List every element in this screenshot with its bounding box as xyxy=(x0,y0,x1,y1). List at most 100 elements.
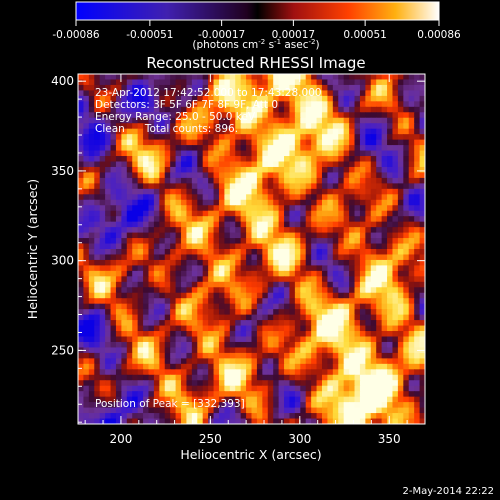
heatmap-cell xyxy=(115,128,122,135)
heatmap-cell xyxy=(305,243,312,250)
heatmap-cell xyxy=(273,210,280,217)
heatmap-cell xyxy=(94,249,101,256)
heatmap-cell xyxy=(181,205,188,212)
heatmap-cell xyxy=(414,134,421,141)
heatmap-cell xyxy=(115,139,122,146)
heatmap-cell xyxy=(202,341,209,349)
heatmap-cell xyxy=(246,194,253,201)
heatmap-cell xyxy=(235,188,242,195)
heatmap-cell xyxy=(349,117,356,124)
heatmap-cell xyxy=(175,352,182,359)
heatmap-cell xyxy=(148,227,155,234)
heatmap-cell xyxy=(251,90,258,97)
heatmap-cell xyxy=(365,84,372,92)
heatmap-cell xyxy=(294,380,301,387)
heatmap-cell xyxy=(132,172,139,179)
heatmap-cell xyxy=(213,254,220,261)
heatmap-cell xyxy=(143,90,150,97)
heatmap-cell xyxy=(181,385,188,392)
heatmap-cell xyxy=(359,205,366,212)
heatmap-cell xyxy=(414,402,421,409)
heatmap-cell xyxy=(419,380,425,387)
heatmap-cell xyxy=(397,265,404,272)
heatmap-cell xyxy=(105,385,112,392)
heatmap-cell xyxy=(365,227,372,234)
heatmap-cell xyxy=(148,418,155,424)
heatmap-cell xyxy=(305,358,312,365)
heatmap-cell xyxy=(99,347,106,354)
heatmap-cell xyxy=(208,309,215,316)
heatmap-cell xyxy=(349,309,356,316)
heatmap-cell xyxy=(408,407,415,414)
heatmap-cell xyxy=(273,145,280,152)
heatmap-cell xyxy=(99,309,106,316)
heatmap-cell xyxy=(115,385,122,392)
heatmap-cell xyxy=(235,380,242,387)
heatmap-cell xyxy=(191,418,198,424)
heatmap-cell xyxy=(359,363,366,370)
heatmap-cell xyxy=(376,74,383,81)
heatmap-cell xyxy=(229,352,236,359)
heatmap-cell xyxy=(148,74,155,81)
heatmap-cell xyxy=(251,347,258,354)
heatmap-cell xyxy=(316,238,323,245)
heatmap-cell xyxy=(115,106,122,113)
heatmap-cell xyxy=(218,238,225,245)
heatmap-cell xyxy=(387,199,394,206)
heatmap-cell xyxy=(359,227,366,234)
heatmap-cell xyxy=(181,161,188,168)
heatmap-cell xyxy=(115,369,122,376)
heatmap-cell xyxy=(381,139,388,146)
heatmap-cell xyxy=(316,270,323,277)
heatmap-cell xyxy=(349,221,356,228)
heatmap-cell xyxy=(208,95,215,102)
heatmap-cell xyxy=(403,391,410,398)
heatmap-cell xyxy=(94,254,101,261)
heatmap-cell xyxy=(403,374,410,381)
heatmap-cell xyxy=(289,276,296,283)
heatmap-cell xyxy=(327,292,334,299)
heatmap-cell xyxy=(316,161,323,168)
heatmap-cell xyxy=(305,303,312,310)
heatmap-cell xyxy=(305,314,312,321)
heatmap-cell xyxy=(153,341,160,349)
heatmap-cell xyxy=(208,112,215,119)
heatmap-cell xyxy=(251,281,258,288)
heatmap-cell xyxy=(359,221,366,228)
chart-title: Reconstructed RHESSI Image xyxy=(146,54,365,72)
heatmap-cell xyxy=(88,112,95,119)
heatmap-cell xyxy=(148,177,155,184)
heatmap-cell xyxy=(94,243,101,250)
heatmap-cell xyxy=(218,331,225,338)
heatmap-cell xyxy=(408,363,415,370)
heatmap-cell xyxy=(213,380,220,387)
heatmap-cell xyxy=(300,270,307,277)
heatmap-cell xyxy=(224,232,231,239)
heatmap-cell xyxy=(175,210,182,217)
heatmap-cell xyxy=(126,396,133,403)
heatmap-cell xyxy=(186,205,193,212)
heatmap-cell xyxy=(278,166,285,174)
heatmap-cell xyxy=(99,325,106,332)
heatmap-cell xyxy=(251,199,258,206)
heatmap-cell xyxy=(126,210,133,217)
heatmap-cell xyxy=(240,270,247,277)
heatmap-cell xyxy=(197,112,204,119)
heatmap-cell xyxy=(305,84,312,92)
heatmap-cell xyxy=(419,331,425,338)
heatmap-cell xyxy=(153,298,160,305)
heatmap-cell xyxy=(83,259,90,267)
heatmap-cell xyxy=(186,243,193,250)
heatmap-cell xyxy=(78,413,85,420)
heatmap-cell xyxy=(197,369,204,376)
heatmap-cell xyxy=(208,101,215,108)
heatmap-cell xyxy=(349,161,356,168)
heatmap-cell xyxy=(359,331,366,338)
heatmap-cell xyxy=(153,210,160,217)
heatmap-cell xyxy=(278,265,285,272)
heatmap-cell xyxy=(175,303,182,310)
heatmap-cell xyxy=(170,106,177,113)
heatmap-cell xyxy=(175,270,182,277)
heatmap-cell xyxy=(121,90,128,97)
heatmap-cell xyxy=(321,391,328,398)
